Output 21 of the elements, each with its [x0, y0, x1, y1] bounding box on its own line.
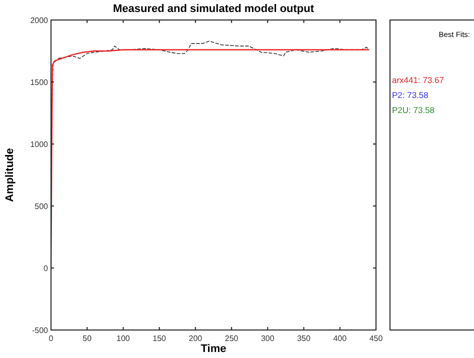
x-tick-label: 250: [224, 334, 239, 343]
y-axis-title: Amplitude: [4, 148, 16, 202]
legend-label: P2U: 73.58: [392, 105, 435, 115]
y-tick-label: 0: [44, 264, 49, 273]
legend-label: P2: 73.58: [392, 90, 429, 100]
x-axis-title: Time: [200, 343, 226, 355]
x-tick-label: 150: [152, 334, 167, 343]
y-tick-label: 2000: [30, 16, 49, 25]
x-tick-label: 350: [297, 334, 311, 343]
x-tick-label: 400: [333, 334, 348, 343]
chart-title: Measured and simulated model output: [112, 3, 314, 15]
y-tick-label: -500: [32, 326, 49, 335]
y-tick-label: 1500: [30, 78, 49, 87]
x-tick-label: 200: [188, 334, 203, 343]
x-tick-label: 100: [116, 334, 130, 343]
x-tick-label: 450: [369, 334, 384, 343]
x-tick-label: 300: [260, 334, 275, 343]
x-tick-label: 50: [82, 334, 92, 343]
text: arx441: 73.67: [392, 75, 444, 85]
y-tick-label: 1000: [30, 140, 49, 149]
y-tick-label: 500: [34, 202, 49, 211]
